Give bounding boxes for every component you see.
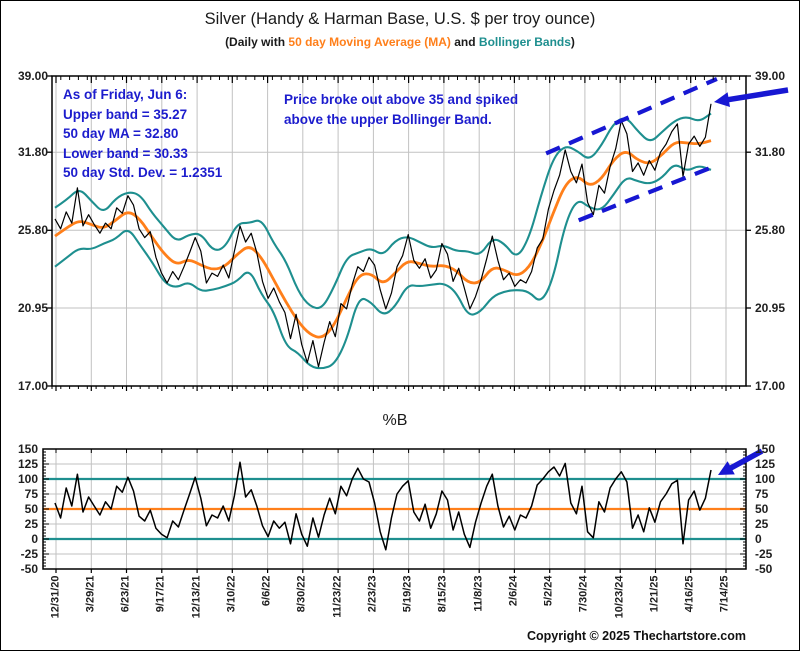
- copyright-text: Copyright © 2025 Thechartstore.com: [527, 629, 746, 643]
- date-axis-label: 7/14/25: [718, 575, 731, 613]
- date-axis-label: 10/23/24: [613, 575, 626, 619]
- main-y-axis-label-left: 17.00: [17, 379, 48, 393]
- main-y-axis-label-left: 25.80: [17, 223, 48, 238]
- pb-y-axis-label-left: 150: [17, 442, 38, 456]
- pb-y-axis-label-left: 100: [17, 472, 38, 486]
- main-y-axis-label-left: 31.80: [17, 145, 48, 160]
- subtitle-prefix: (Daily with: [225, 35, 289, 49]
- date-axis-label: 12/31/20: [49, 575, 61, 619]
- date-axis-label: 11/8/23: [472, 575, 485, 612]
- main-y-axis-label-left: 39.00: [17, 69, 48, 83]
- date-axis-label: 1/21/25: [648, 575, 661, 613]
- percent-b-title: %B: [382, 412, 408, 429]
- chart-subtitle: (Daily with 50 day Moving Average (MA) a…: [1, 35, 799, 49]
- date-axis-label: 8/15/23: [436, 575, 449, 613]
- date-axis-label: 8/30/22: [295, 575, 308, 613]
- date-axis-label: 5/2/24: [542, 575, 555, 607]
- pb-y-axis-label-left: 75: [24, 487, 38, 501]
- pb-y-axis-label-left: -25: [20, 547, 38, 561]
- stats-annotation: As of Friday, Jun 6: Upper band = 35.27 …: [63, 87, 223, 180]
- main-y-axis-label-left: 20.95: [17, 301, 48, 315]
- pb-y-axis-label-right: 25: [755, 517, 769, 531]
- chart-title: Silver (Handy & Harman Base, U.S. $ per …: [204, 10, 596, 28]
- breakout-annotation: Price broke out above 35 and spiked abov…: [284, 92, 519, 127]
- pb-y-axis-label-right: 125: [755, 457, 776, 471]
- pb-y-axis-label-right: -50: [755, 562, 773, 576]
- date-axis-label: 7/30/24: [577, 575, 590, 613]
- pb-y-axis-label-left: -50: [20, 562, 38, 576]
- date-axis-label: 4/16/25: [683, 575, 696, 613]
- subtitle-bb-label: Bollinger Bands: [478, 35, 571, 49]
- pb-y-axis-label-left: 50: [24, 502, 38, 516]
- date-axis-label: 2/23/23: [366, 575, 379, 613]
- pb-y-axis-label-left: 0: [31, 532, 38, 546]
- main-y-axis-label-right: 17.00: [755, 379, 786, 393]
- subtitle-and: and: [450, 35, 479, 49]
- date-axis-label: 5/19/23: [401, 575, 414, 613]
- subtitle-ma-label: 50 day Moving Average (MA): [288, 35, 451, 49]
- main-y-axis-label-right: 39.00: [755, 69, 786, 83]
- main-y-axis-label-right: 20.95: [755, 301, 786, 315]
- pb-y-axis-label-right: 0: [755, 532, 762, 546]
- date-axis-label: 9/17/21: [154, 575, 167, 613]
- date-axis-label: 3/10/22: [225, 575, 238, 613]
- date-axis-label: 6/23/21: [119, 575, 132, 613]
- date-axis-label: 11/23/22: [331, 575, 344, 618]
- pb-y-axis-label-right: 75: [755, 487, 769, 501]
- date-axis-label: 2/6/24: [507, 575, 520, 607]
- subtitle-suffix: ): [570, 35, 575, 49]
- date-axis-label: 12/13/21: [190, 575, 203, 619]
- pb-y-axis-label-left: 25: [24, 517, 38, 531]
- date-axis-label: 3/29/21: [84, 575, 97, 613]
- date-axis-label: 6/6/22: [260, 575, 273, 607]
- pb-y-axis-label-right: 150: [755, 442, 776, 456]
- pb-y-axis-label-right: 100: [755, 472, 776, 486]
- pb-y-axis-label-left: 125: [17, 457, 38, 471]
- pb-y-axis-label-right: -25: [755, 547, 773, 561]
- main-y-axis-label-right: 25.80: [755, 223, 786, 238]
- main-y-axis-label-right: 31.80: [755, 145, 786, 160]
- pb-y-axis-label-right: 50: [755, 502, 769, 516]
